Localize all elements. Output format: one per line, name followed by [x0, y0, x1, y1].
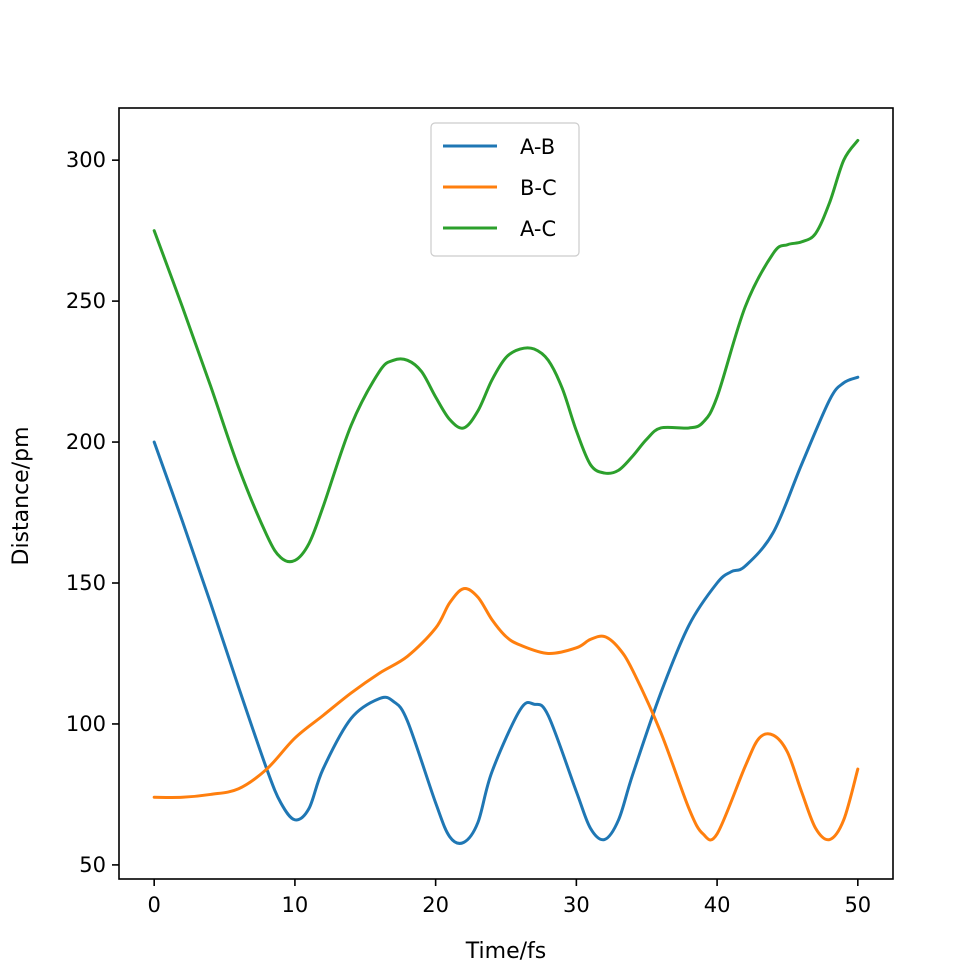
x-tick-label: 10 — [282, 893, 309, 917]
y-tick-label: 100 — [66, 712, 106, 736]
series-line-a-c — [152, 138, 860, 564]
x-tick-label: 20 — [422, 893, 449, 917]
y-tick-label: 300 — [66, 148, 106, 172]
x-tick-label: 0 — [147, 893, 160, 917]
y-tick-label: 150 — [66, 571, 106, 595]
plot-frame — [118, 107, 894, 880]
x-tick-label: 40 — [704, 893, 731, 917]
series-line-a-b — [152, 375, 860, 845]
y-tick-label: 250 — [66, 289, 106, 313]
series-layer — [152, 138, 860, 845]
legend-box — [430, 122, 580, 257]
y-axis-label: Distance/pm — [9, 426, 34, 565]
x-tick-label: 50 — [844, 893, 871, 917]
series-line-b-c — [152, 587, 860, 842]
y-tick-label: 50 — [79, 853, 106, 877]
y-axis: 50 100 150 200 250 300 — [66, 148, 119, 877]
legend-label-a-b: A-B — [520, 135, 555, 159]
x-axis-label: Time/fs — [465, 939, 546, 964]
y-tick-label: 200 — [66, 430, 106, 454]
legend-label-a-c: A-C — [520, 217, 556, 241]
x-tick-label: 30 — [563, 893, 590, 917]
legend: A-B B-C A-C — [430, 122, 580, 257]
x-axis: 0 10 20 30 40 50 — [147, 879, 871, 917]
legend-label-b-c: B-C — [520, 176, 557, 200]
